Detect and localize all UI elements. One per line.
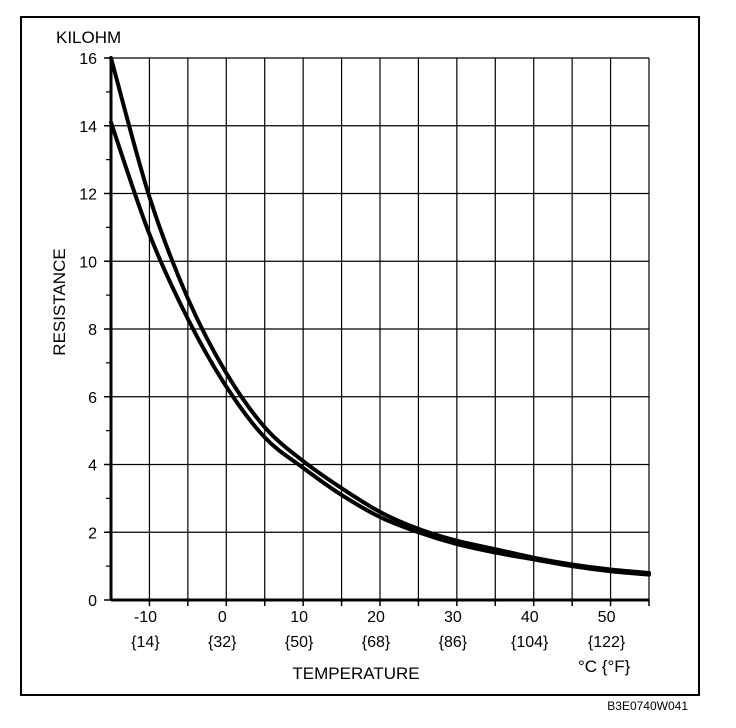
x-tick-label-c: 40 [521, 609, 539, 626]
y-tick-label: 12 [79, 187, 97, 204]
y-tick-label: 6 [88, 390, 97, 407]
y-axis-title: RESISTANCE [50, 248, 69, 355]
y-tick-label: 14 [79, 119, 97, 136]
x-tick-label-f: {50} [285, 634, 314, 651]
series-line-2 [109, 120, 651, 577]
x-tick-label-f: {32} [208, 634, 237, 651]
x-tick-label-c: 20 [367, 609, 385, 626]
x-tick-label-f: {86} [439, 634, 468, 651]
x-tick-label-c: 0 [218, 609, 227, 626]
x-tick-label-c: 30 [444, 609, 462, 626]
y-unit-label: KILOHM [56, 28, 121, 47]
figure-code: B3E0740W041 [607, 699, 688, 713]
axes [104, 57, 650, 606]
grid [111, 57, 650, 600]
x-tick-label-c: 50 [598, 609, 616, 626]
labels: 0 2 4 6 8 10 12 14 16 -10 {14} 0 {32} 10 {50} 20 {68} 30 {… [50, 28, 631, 683]
y-tick-label: 16 [79, 51, 97, 68]
x-unit-label: °C {°F} [578, 657, 631, 676]
y-tick-label: 10 [79, 254, 97, 271]
y-tick-label: 4 [88, 458, 97, 475]
x-axis-title: TEMPERATURE [292, 664, 419, 683]
series-group [109, 56, 651, 577]
y-tick-label: 0 [88, 593, 97, 610]
x-tick-label-f: {104} [511, 634, 549, 651]
x-tick-label-f: {122} [588, 634, 626, 651]
x-tick-label-c: -10 [134, 609, 157, 626]
y-tick-label: 2 [88, 525, 97, 542]
x-tick-label-f: {14} [131, 634, 160, 651]
x-tick-label-c: 10 [290, 609, 308, 626]
figure-frame [20, 16, 700, 696]
x-tick-label-f: {68} [362, 634, 391, 651]
y-tick-label: 8 [88, 322, 97, 339]
